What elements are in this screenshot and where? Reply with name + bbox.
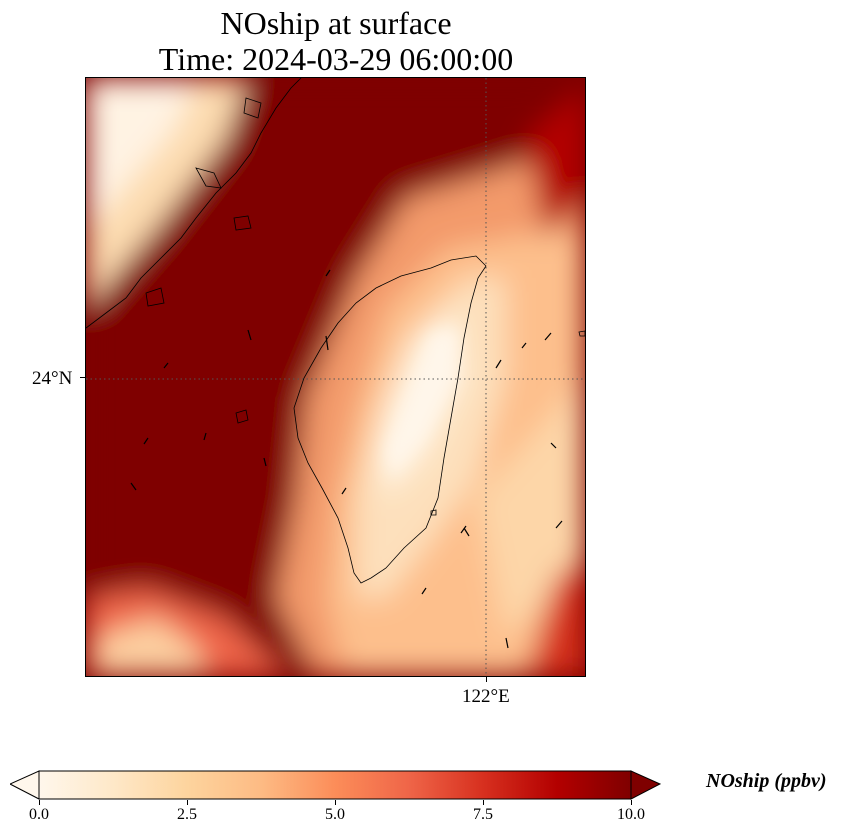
colorbar-gradient bbox=[38, 770, 632, 800]
concentration-field bbox=[86, 78, 585, 676]
plot-title-line-2: Time: 2024-03-29 06:00:00 bbox=[158, 41, 514, 77]
colorbar-extend-max bbox=[630, 770, 661, 800]
colorbar-tick-label: 5.0 bbox=[325, 806, 345, 823]
colorbar-tick-label: 10.0 bbox=[617, 806, 645, 823]
colorbar-tick-label: 0.0 bbox=[29, 806, 49, 823]
lon-label-122e: 122°E bbox=[462, 686, 510, 707]
colorbar-label: NOship (ppbv) bbox=[706, 770, 827, 792]
colorbar-extend-min bbox=[10, 770, 40, 800]
colorbar-tick-mark bbox=[335, 800, 336, 805]
plot-title-line-1: NOship at surface bbox=[220, 5, 452, 41]
colorbar-tick-mark bbox=[631, 800, 632, 805]
colorbar-tick-mark bbox=[39, 800, 40, 805]
gridlines bbox=[86, 78, 585, 676]
china-coastline bbox=[86, 78, 302, 329]
lon-tick-mark bbox=[486, 677, 487, 682]
map-panel bbox=[85, 77, 586, 677]
colorbar-tick-mark bbox=[187, 800, 188, 805]
map-canvas bbox=[86, 78, 585, 676]
coastlines bbox=[86, 78, 585, 584]
colorbar-tick-label: 7.5 bbox=[473, 806, 493, 823]
colorbar-tick-mark bbox=[483, 800, 484, 805]
wind-vectors bbox=[130, 269, 563, 649]
lat-label-24n: 24°N bbox=[32, 368, 73, 389]
lat-tick-mark bbox=[80, 377, 85, 378]
concentration-field-detail bbox=[386, 328, 458, 478]
colorbar bbox=[10, 770, 661, 800]
colorbar-tick-label: 2.5 bbox=[177, 806, 197, 823]
taiwan-coastline bbox=[293, 255, 487, 584]
